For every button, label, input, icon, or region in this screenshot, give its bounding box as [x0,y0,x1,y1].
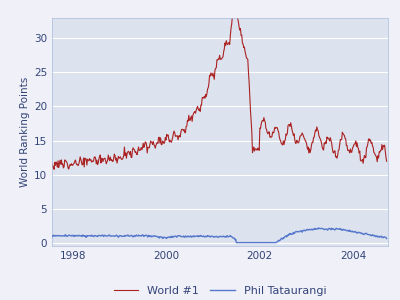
Legend: World #1, Phil Tataurangi: World #1, Phil Tataurangi [110,281,330,300]
Phil Tataurangi [250,241,254,244]
Phil Tataurangi [378,235,382,238]
World #1 [250,151,255,154]
Phil Tataurangi [231,236,236,240]
World #1 [211,74,216,78]
Phil Tataurangi [325,228,330,232]
Phil Tataurangi [234,241,239,244]
Y-axis label: World Ranking Points: World Ranking Points [20,77,30,187]
Phil Tataurangi [210,235,215,238]
Phil Tataurangi [50,234,54,238]
Phil Tataurangi [208,235,213,238]
World #1 [231,6,236,10]
Phil Tataurangi [384,237,389,240]
Line: World #1: World #1 [52,8,387,169]
World #1 [325,137,330,140]
World #1 [209,73,214,76]
World #1 [378,150,382,154]
World #1 [50,161,54,165]
Phil Tataurangi [316,226,321,230]
World #1 [384,160,389,163]
World #1 [52,167,56,171]
World #1 [232,13,237,16]
Line: Phil Tataurangi: Phil Tataurangi [52,228,387,243]
